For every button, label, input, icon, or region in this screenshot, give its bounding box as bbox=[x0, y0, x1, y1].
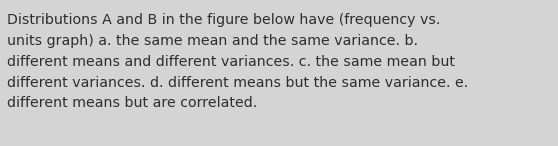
Text: Distributions A and B in the figure below have (frequency vs.
units graph) a. th: Distributions A and B in the figure belo… bbox=[7, 13, 469, 110]
